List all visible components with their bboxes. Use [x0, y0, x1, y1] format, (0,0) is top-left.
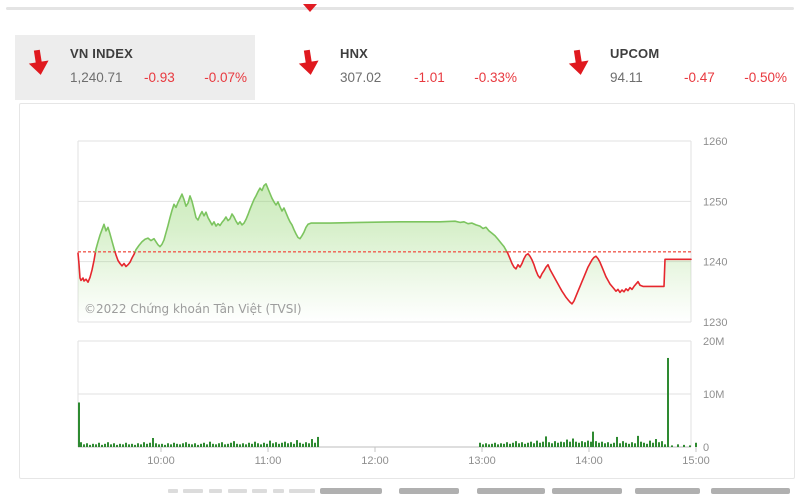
index-name: UPCOM: [610, 46, 660, 61]
cutoff-text-fragment: [168, 489, 178, 493]
index-change-pct: -0.50%: [744, 70, 787, 85]
cutoff-button[interactable]: [711, 488, 790, 494]
tab-upcom[interactable]: UPCOM 94.11 -0.47 -0.50%: [555, 35, 795, 100]
cutoff-button[interactable]: [320, 488, 382, 494]
cutoff-button[interactable]: [477, 488, 545, 494]
chart-panel: [19, 103, 795, 479]
top-scrollbar[interactable]: [6, 7, 794, 10]
index-change: -1.01: [414, 70, 445, 85]
cutoff-button[interactable]: [635, 488, 700, 494]
cutoff-text-fragment: [228, 489, 247, 493]
copyright-watermark: ©2022 Chứng khoán Tân Việt (TVSI): [84, 302, 302, 316]
index-change-pct: -0.07%: [204, 70, 247, 85]
down-arrow-icon: [568, 49, 589, 75]
index-value: 1,240.71: [70, 70, 123, 85]
cutoff-text-fragment: [183, 489, 203, 493]
index-change: -0.47: [684, 70, 715, 85]
tab-hnx[interactable]: HNX 307.02 -1.01 -0.33%: [285, 35, 525, 100]
tab-vn-index[interactable]: VN INDEX 1,240.71 -0.93 -0.07%: [15, 35, 255, 100]
index-value: 94.11: [610, 70, 643, 85]
down-arrow-icon: [298, 49, 319, 75]
cutoff-text-fragment: [273, 489, 284, 493]
cutoff-button[interactable]: [552, 488, 622, 494]
cutoff-text-fragment: [289, 489, 315, 493]
cutoff-text-fragment: [252, 489, 267, 493]
index-name: VN INDEX: [70, 46, 134, 61]
index-value: 307.02: [340, 70, 382, 85]
index-change-pct: -0.33%: [474, 70, 517, 85]
index-name: HNX: [340, 46, 369, 61]
down-arrow-icon: [28, 49, 49, 75]
cutoff-text-fragment: [209, 489, 222, 493]
scroll-handle-triangle-icon[interactable]: [303, 4, 317, 12]
index-change: -0.93: [144, 70, 175, 85]
cutoff-button[interactable]: [399, 488, 459, 494]
